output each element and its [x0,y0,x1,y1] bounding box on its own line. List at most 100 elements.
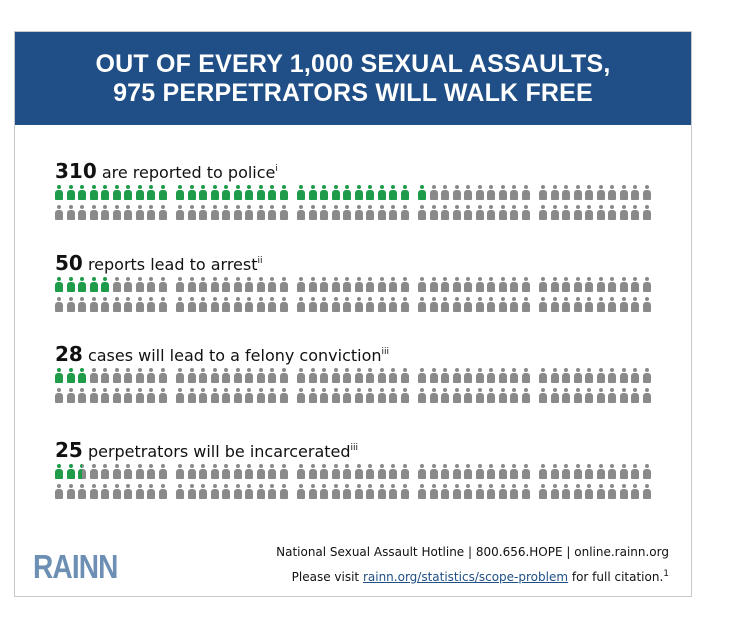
person-icon [187,484,196,499]
person-icon [464,484,472,499]
person-icon [124,277,132,292]
person-icon [343,185,351,200]
person-icon [366,297,374,312]
person-icon [279,297,288,312]
person-icon [550,297,559,312]
person-icon [135,388,144,403]
person-icon [112,484,121,499]
person-icon [464,277,472,292]
people-grid [55,277,655,317]
person-icon [55,484,63,499]
person-icon [441,277,449,292]
infographic-card: OUT OF EVERY 1,000 SEXUAL ASSAULTS, 975 … [14,31,692,597]
person-icon [135,464,144,479]
person-icon [308,368,317,383]
person-icon [573,388,582,403]
person-icon [158,464,167,479]
person-icon [596,388,605,403]
person-icon [562,484,570,499]
person-icon [101,185,109,200]
person-icon [199,368,207,383]
stat-text: perpetrators will be incarcerated [87,442,351,461]
person-icon [573,484,582,499]
person-icon [550,368,559,383]
person-icon [441,185,449,200]
person-icon [320,205,328,220]
rainn-logo: RAINN [33,548,118,585]
person-icon [135,205,144,220]
person-icon [366,185,374,200]
person-icon [498,464,507,479]
person-icon [539,297,547,312]
person-icon [418,388,426,403]
person-icon [268,484,276,499]
person-icon [475,368,484,383]
person-icon [521,185,530,200]
person-icon [539,484,547,499]
person-icon [256,464,265,479]
person-icon [573,464,582,479]
person-icon [245,484,253,499]
person-icon [112,185,121,200]
person-icon [642,297,651,312]
person-icon [78,464,86,479]
person-icon [89,185,98,200]
stat-conviction: 28 cases will lead to a felony convictio… [55,342,655,408]
stat-text: are reported to police [101,163,276,182]
person-icon [199,297,207,312]
people-grid [55,464,655,504]
person-icon [222,297,230,312]
person-icon [245,277,253,292]
person-icon [147,484,155,499]
person-icon [475,277,484,292]
person-icon [562,185,570,200]
person-icon [452,297,461,312]
person-icon [112,388,121,403]
person-icon [596,484,605,499]
person-icon [66,205,75,220]
person-icon [78,205,86,220]
person-icon [187,388,196,403]
person-icon [101,277,109,292]
person-icon [256,277,265,292]
person-icon [343,277,351,292]
person-icon [498,388,507,403]
person-icon [389,185,397,200]
person-icon [256,484,265,499]
person-icon [66,277,75,292]
person-icon [377,368,386,383]
person-icon [210,484,219,499]
person-icon [464,297,472,312]
person-icon [377,277,386,292]
person-icon [631,205,639,220]
person-icon [366,277,374,292]
person-icon [55,277,63,292]
person-icon [66,484,75,499]
person-icon [245,464,253,479]
person-icon [124,297,132,312]
person-icon [124,388,132,403]
person-icon [389,205,397,220]
person-icon [418,277,426,292]
person-icon [343,368,351,383]
person-icon [176,277,184,292]
person-icon [400,464,409,479]
person-icon [487,185,495,200]
person-icon [441,484,449,499]
citation-link[interactable]: rainn.org/statistics/scope-problem [362,570,569,584]
person-icon [452,484,461,499]
person-icon [222,185,230,200]
person-icon [441,388,449,403]
person-icon [521,277,530,292]
person-icon [441,297,449,312]
stat-footnote: iii [350,443,359,453]
person-icon [366,464,374,479]
person-icon [631,277,639,292]
person-icon [176,464,184,479]
person-icon [308,464,317,479]
person-icon [475,484,484,499]
person-icon [521,464,530,479]
person-icon [487,464,495,479]
person-icon [539,185,547,200]
person-icon [89,297,98,312]
